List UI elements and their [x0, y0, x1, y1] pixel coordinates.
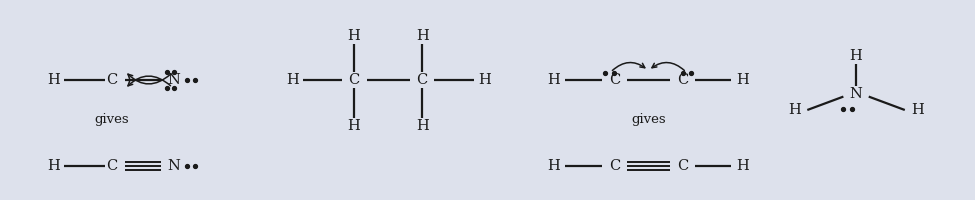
Text: H: H	[478, 73, 491, 87]
Text: H: H	[286, 73, 299, 87]
Text: H: H	[47, 159, 60, 173]
Text: N: N	[167, 73, 180, 87]
Text: H: H	[788, 103, 801, 117]
Text: C: C	[106, 159, 118, 173]
Text: gives: gives	[95, 114, 130, 127]
Text: H: H	[736, 159, 750, 173]
Text: N: N	[849, 87, 863, 101]
Text: C: C	[677, 73, 688, 87]
Text: C: C	[608, 73, 620, 87]
Text: gives: gives	[631, 114, 666, 127]
Text: H: H	[47, 73, 60, 87]
Text: H: H	[415, 119, 429, 133]
Text: H: H	[347, 119, 361, 133]
Text: H: H	[415, 29, 429, 43]
Text: H: H	[911, 103, 924, 117]
Text: H: H	[347, 29, 361, 43]
Text: C: C	[608, 159, 620, 173]
Text: N: N	[167, 159, 180, 173]
Text: H: H	[547, 73, 561, 87]
Text: H: H	[736, 73, 750, 87]
Text: C: C	[348, 73, 360, 87]
Text: H: H	[849, 49, 863, 63]
Text: C: C	[106, 73, 118, 87]
Text: H: H	[547, 159, 561, 173]
Text: C: C	[416, 73, 428, 87]
Text: C: C	[677, 159, 688, 173]
